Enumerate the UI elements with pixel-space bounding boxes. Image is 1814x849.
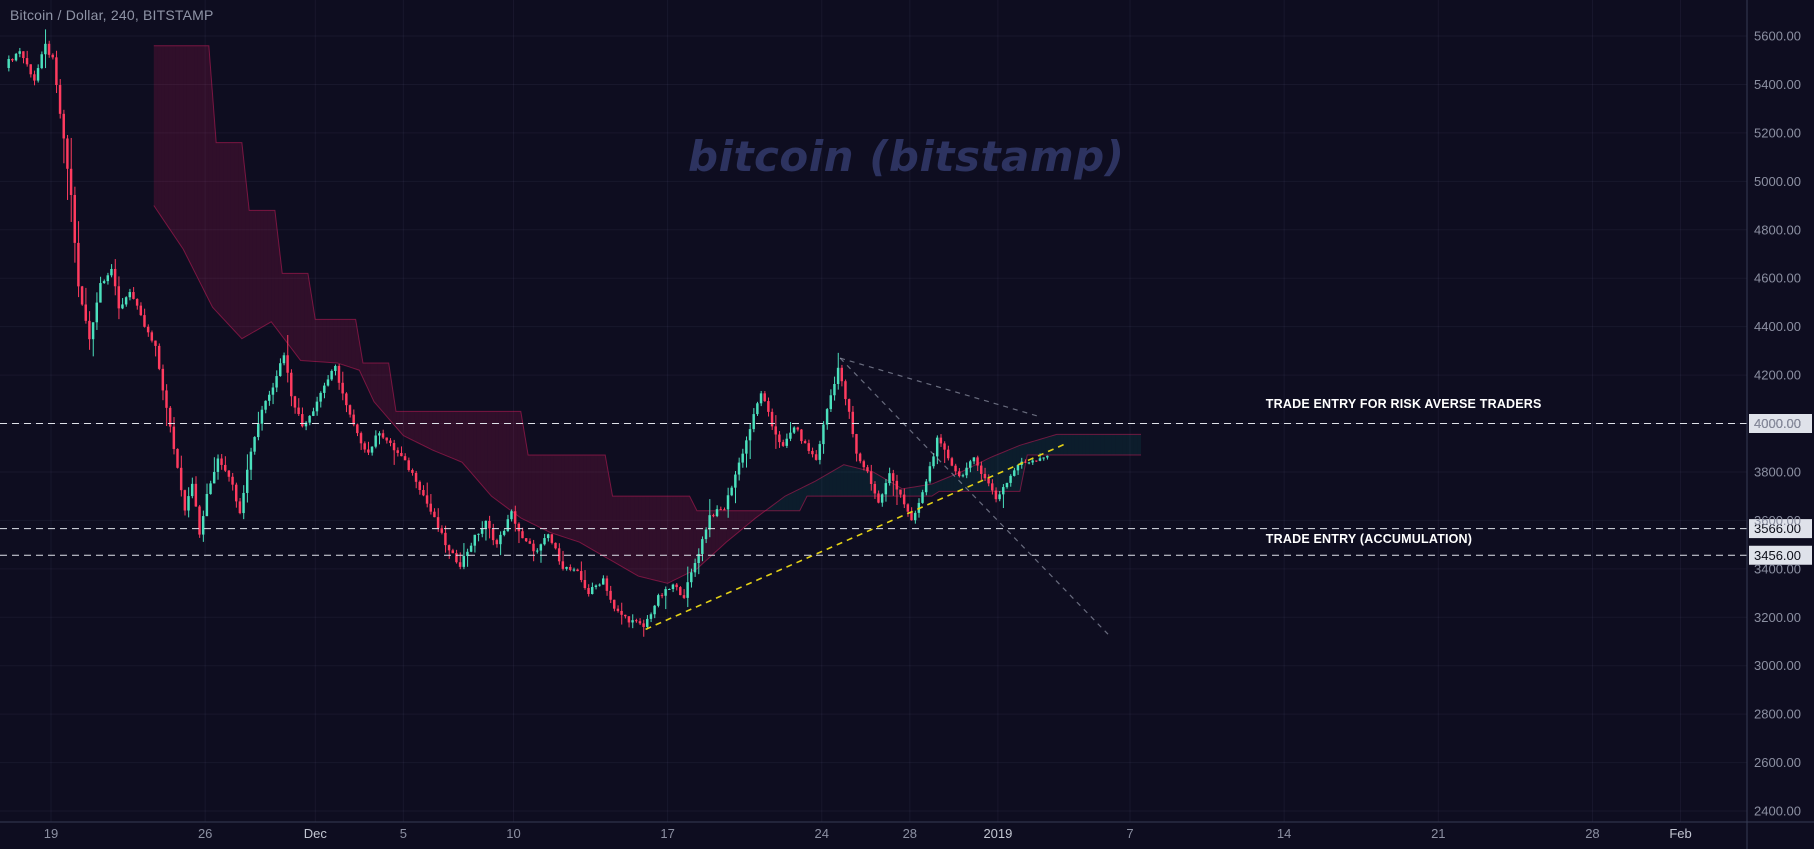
trendlines-layer	[645, 357, 1109, 635]
candlestick-series	[7, 29, 1049, 637]
price-axis-label: 5400.00	[1754, 77, 1801, 92]
breakdown-trendline-gray[interactable]	[839, 357, 1109, 635]
price-axis-badge	[1749, 519, 1812, 539]
symbol-legend[interactable]: Bitcoin / Dollar, 240, BITSTAMP	[10, 7, 214, 23]
time-axis-label: 10	[506, 826, 520, 841]
horizontal-levels-layer: 4000.00 3566.00 3456.00	[0, 414, 1812, 565]
price-axis-label: 4600.00	[1754, 271, 1801, 286]
price-axis-label: 3000.00	[1754, 658, 1801, 673]
time-axis-label: 28	[903, 826, 917, 841]
price-axis-badge	[1749, 414, 1812, 433]
price-axis-label: 4400.00	[1754, 319, 1801, 334]
price-axis-label: 5000.00	[1754, 174, 1801, 189]
price-axis-badge-label: 4000.00	[1754, 416, 1801, 431]
chart-title-annotation[interactable]: bitcoin (bitstamp)	[688, 132, 1125, 181]
time-axis-label: 17	[660, 826, 674, 841]
price-axis-label: 5200.00	[1754, 125, 1801, 140]
price-axis-label: 2400.00	[1754, 804, 1801, 819]
time-axis-label: 7	[1126, 826, 1133, 841]
price-axis-badge-label: 3566.00	[1754, 521, 1801, 536]
price-axis-badge	[1749, 545, 1812, 565]
price-axis-label: 3400.00	[1754, 561, 1801, 576]
time-axis-label: 2019	[983, 826, 1012, 841]
price-axis[interactable]: 5600.00 5400.00 5200.00 5000.00 4800.00 4600.…	[1746, 0, 1801, 849]
price-axis-label: 4800.00	[1754, 222, 1801, 237]
time-axis-label: Dec	[304, 826, 328, 841]
price-axis-label: 4200.00	[1754, 368, 1801, 383]
price-axis-label: 5600.00	[1754, 29, 1801, 44]
time-axis-label: 21	[1431, 826, 1445, 841]
time-axis-label: 19	[44, 826, 58, 841]
resistance-trendline-gray[interactable]	[839, 357, 1039, 417]
price-axis-label: 4000.00	[1754, 416, 1801, 431]
ichimoku-cloud	[153, 45, 1142, 584]
grid-lines	[0, 0, 1747, 822]
price-axis-label: 2600.00	[1754, 755, 1801, 770]
senkou-b-line	[153, 45, 1142, 512]
trade-entry-annotation[interactable]: TRADE ENTRY (ACCUMULATION)	[1265, 531, 1473, 546]
time-axis-label: Feb	[1669, 826, 1691, 841]
time-axis[interactable]: 19 26 Dec 5 10 17 24 28 2019 7 14 21 28 Feb	[0, 821, 1814, 841]
price-axis-label: 3200.00	[1754, 610, 1801, 625]
trade-entry-annotation[interactable]: TRADE ENTRY FOR RISK AVERSE TRADERS	[1265, 397, 1542, 412]
price-axis-label: 2800.00	[1754, 707, 1801, 722]
time-axis-label: 26	[198, 826, 212, 841]
time-axis-label: 14	[1277, 826, 1291, 841]
price-axis-label: 3800.00	[1754, 464, 1801, 479]
time-axis-label: 5	[400, 826, 407, 841]
time-axis-label: 28	[1585, 826, 1599, 841]
price-axis-label: 3600.00	[1754, 513, 1801, 528]
time-axis-label: 24	[815, 826, 829, 841]
price-axis-badge-label: 3456.00	[1754, 548, 1801, 563]
